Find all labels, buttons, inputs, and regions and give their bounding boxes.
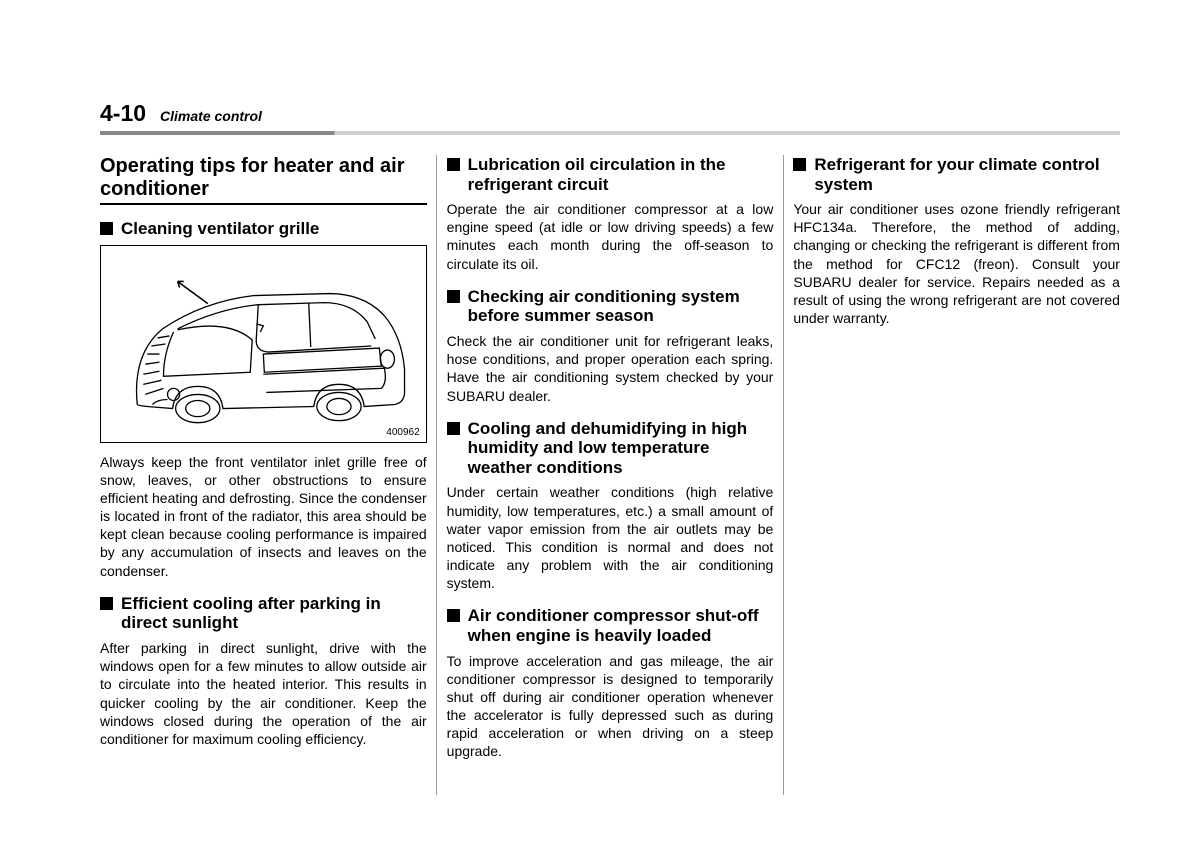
sub-heading-3: Checking air conditioning system before … xyxy=(447,287,774,326)
sub-heading-5: Air conditioner compressor shut-off when… xyxy=(447,606,774,645)
bullet-icon xyxy=(447,290,460,303)
body-text-3: Check the air conditioner unit for refri… xyxy=(447,332,774,405)
manual-page: 4-10 Climate control Operating tips for … xyxy=(0,0,1200,863)
sub-heading-2: Lubrication oil circulation in the refri… xyxy=(447,155,774,194)
page-header: 4-10 Climate control xyxy=(100,100,1120,127)
body-text-4: Under certain weather conditions (high r… xyxy=(447,483,774,592)
figure-number: 400962 xyxy=(386,427,419,438)
vehicle-figure: 400962 xyxy=(100,245,427,443)
sub-heading-label: Refrigerant for your climate control sys… xyxy=(814,155,1120,194)
sub-heading-label: Air conditioner compressor shut-off when… xyxy=(468,606,774,645)
sub-heading-label: Cleaning ventilator grille xyxy=(121,219,319,239)
sub-heading-label: Cooling and dehumidifying in high humidi… xyxy=(468,419,774,478)
bullet-icon xyxy=(100,222,113,235)
body-text-2: Operate the air conditioner compressor a… xyxy=(447,200,774,273)
body-text-1: After parking in direct sunlight, drive … xyxy=(100,639,427,748)
header-rule xyxy=(100,131,1120,135)
sub-heading-6: Refrigerant for your climate control sys… xyxy=(793,155,1120,194)
bullet-icon xyxy=(447,422,460,435)
sub-heading-1: Efficient cooling after parking in direc… xyxy=(100,594,427,633)
main-heading: Operating tips for heater and air condit… xyxy=(100,155,427,205)
sub-heading-label: Efficient cooling after parking in direc… xyxy=(121,594,427,633)
body-text-0: Always keep the front ventilator inlet g… xyxy=(100,453,427,580)
sub-heading-0: Cleaning ventilator grille xyxy=(100,219,427,239)
sub-heading-4: Cooling and dehumidifying in high humidi… xyxy=(447,419,774,478)
sub-heading-label: Checking air conditioning system before … xyxy=(468,287,774,326)
page-number: 4-10 xyxy=(100,100,146,127)
body-text-6: Your air conditioner uses ozone friendly… xyxy=(793,200,1120,327)
car-illustration-icon xyxy=(107,252,420,436)
bullet-icon xyxy=(100,597,113,610)
section-title: Climate control xyxy=(160,108,262,124)
bullet-icon xyxy=(447,158,460,171)
bullet-icon xyxy=(793,158,806,171)
bullet-icon xyxy=(447,609,460,622)
sub-heading-label: Lubrication oil circulation in the refri… xyxy=(468,155,774,194)
body-text-5: To improve acceleration and gas mileage,… xyxy=(447,652,774,761)
content-columns: Operating tips for heater and air condit… xyxy=(100,155,1120,795)
